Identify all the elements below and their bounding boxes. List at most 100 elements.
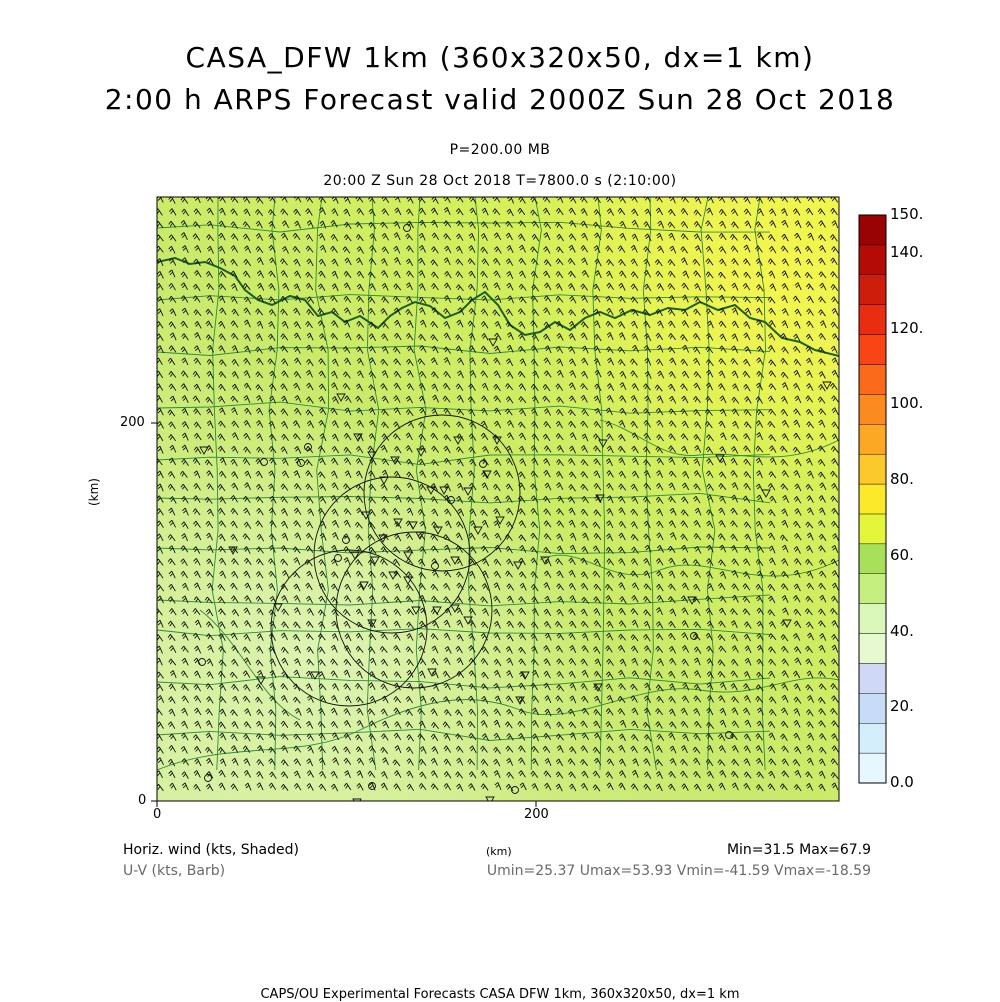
wind-barb bbox=[244, 557, 252, 566]
wind-barb bbox=[218, 245, 226, 254]
wind-barb bbox=[431, 722, 439, 729]
wind-barb bbox=[743, 384, 751, 392]
wind-barb bbox=[569, 732, 577, 741]
wind-barb bbox=[369, 233, 377, 242]
wind-barb bbox=[655, 296, 664, 304]
wind-barb bbox=[830, 446, 839, 453]
wind-barb bbox=[831, 582, 839, 591]
wind-barb bbox=[594, 369, 602, 378]
wind-barb bbox=[418, 783, 427, 791]
wind-barb bbox=[256, 257, 264, 265]
wind-barb bbox=[406, 345, 414, 354]
wind-barb bbox=[242, 533, 251, 541]
wind-barb bbox=[305, 683, 313, 691]
wind-barb bbox=[181, 595, 189, 604]
wind-barb bbox=[356, 757, 365, 766]
wind-barb bbox=[455, 345, 463, 354]
wind-barb bbox=[356, 507, 364, 516]
wind-barb bbox=[555, 258, 564, 266]
wind-barb bbox=[807, 232, 815, 241]
wind-barb bbox=[192, 283, 201, 292]
wind-barb bbox=[332, 757, 340, 766]
wind-barb bbox=[518, 333, 526, 341]
wind-barb bbox=[392, 759, 401, 767]
wind-barb bbox=[730, 358, 739, 366]
wind-barb bbox=[306, 570, 314, 579]
wind-barb bbox=[617, 696, 626, 703]
wind-barb bbox=[168, 683, 176, 691]
wind-barb bbox=[805, 595, 814, 603]
wind-barb bbox=[505, 695, 514, 703]
wind-barb bbox=[818, 720, 826, 728]
wind-barb bbox=[405, 595, 414, 603]
wind-barb bbox=[805, 558, 813, 566]
wind-barb bbox=[443, 582, 451, 591]
wind-barb bbox=[281, 745, 289, 753]
wind-barb bbox=[631, 432, 639, 441]
wind-barb bbox=[243, 382, 252, 391]
wind-barb bbox=[780, 409, 789, 417]
wind-barb bbox=[618, 532, 626, 541]
wind-barb bbox=[318, 496, 327, 504]
wind-barb bbox=[368, 257, 377, 266]
wind-barb bbox=[742, 283, 751, 291]
wind-barb bbox=[255, 683, 264, 691]
wind-barb bbox=[655, 645, 664, 653]
wind-barb bbox=[280, 733, 289, 741]
wind-barb bbox=[480, 270, 488, 279]
wind-barb bbox=[630, 695, 638, 703]
wind-barb bbox=[531, 746, 539, 754]
wind-barb bbox=[593, 283, 601, 292]
wind-barb bbox=[818, 471, 826, 479]
wind-barb bbox=[530, 384, 539, 391]
wind-barb bbox=[543, 469, 551, 478]
wind-barb bbox=[293, 307, 301, 316]
wind-barb bbox=[218, 371, 227, 379]
wind-barb bbox=[168, 282, 176, 291]
wind-barb bbox=[442, 395, 451, 403]
wind-barb bbox=[818, 257, 826, 266]
wind-barb bbox=[181, 521, 189, 529]
wind-barb bbox=[718, 420, 726, 429]
wind-barb bbox=[206, 545, 214, 554]
wind-barb bbox=[568, 721, 577, 729]
wind-barb bbox=[493, 470, 501, 478]
wind-barb bbox=[693, 621, 702, 629]
wind-barb bbox=[218, 496, 226, 504]
wind-barb bbox=[293, 382, 301, 391]
wind-barb bbox=[606, 208, 615, 216]
wind-barb bbox=[568, 519, 576, 528]
wind-barb bbox=[619, 719, 627, 728]
wind-barb bbox=[806, 782, 814, 791]
wind-barb bbox=[269, 383, 277, 391]
wind-barb bbox=[230, 495, 238, 503]
wind-barb bbox=[681, 658, 689, 667]
wind-barb bbox=[818, 346, 826, 354]
wind-barb bbox=[730, 507, 738, 516]
wind-barb bbox=[256, 446, 264, 454]
wind-barb bbox=[468, 221, 476, 229]
wind-barb bbox=[606, 570, 614, 579]
wind-barb bbox=[192, 608, 201, 616]
wind-barb bbox=[306, 258, 314, 267]
wind-barb bbox=[456, 607, 463, 616]
wind-barb bbox=[568, 670, 576, 679]
wind-barb bbox=[393, 645, 401, 653]
wind-barb bbox=[506, 757, 514, 766]
wind-barb bbox=[681, 294, 689, 303]
wind-barb bbox=[268, 558, 276, 566]
wind-barb bbox=[505, 383, 514, 391]
wind-barb bbox=[768, 658, 777, 666]
x-tick-label: 200 bbox=[524, 807, 549, 822]
wind-barb bbox=[367, 271, 376, 279]
wind-barb bbox=[218, 520, 227, 528]
wind-barb bbox=[580, 483, 589, 491]
wind-barb bbox=[793, 270, 801, 279]
wind-barb bbox=[681, 733, 689, 742]
wind-barb bbox=[442, 721, 451, 729]
wind-barb bbox=[306, 332, 314, 341]
wind-barb bbox=[669, 245, 677, 254]
wind-barb bbox=[655, 759, 663, 767]
wind-barb bbox=[218, 769, 226, 778]
wind-barb bbox=[317, 721, 326, 729]
